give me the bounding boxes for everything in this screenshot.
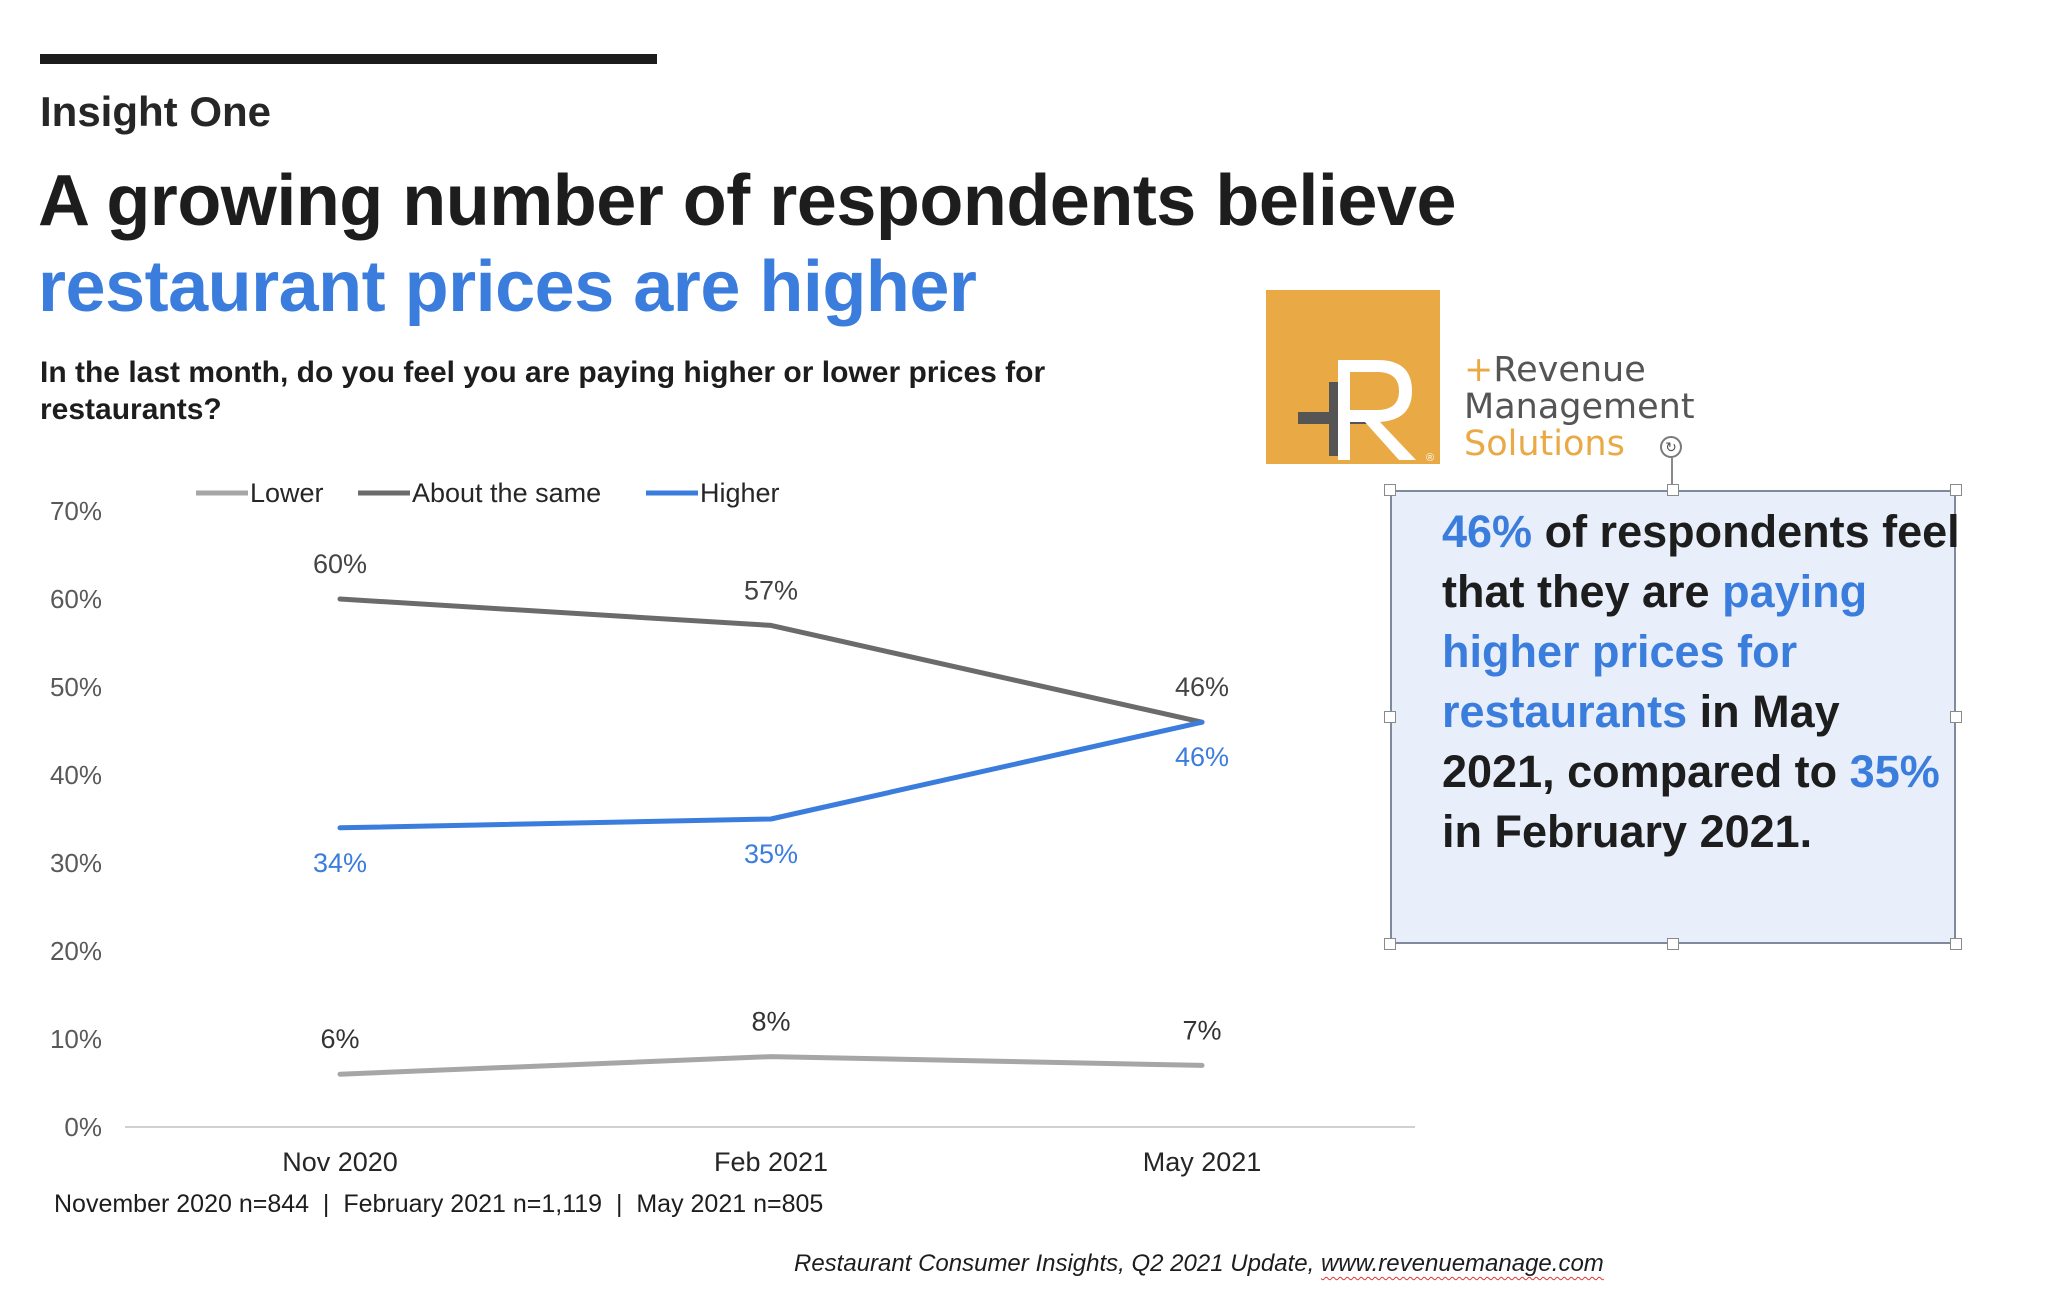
y-tick-label: 0% [64,1112,102,1142]
y-tick-label: 60% [50,584,102,614]
data-label: 46% [1175,672,1229,702]
data-label: 6% [320,1024,359,1054]
resize-handle-top-left[interactable] [1384,484,1396,496]
top-rule [40,54,657,64]
source-citation: Restaurant Consumer Insights, Q2 2021 Up… [794,1250,1604,1278]
headline-line-2: restaurant prices are higher [38,247,977,327]
legend-label: About the same [412,478,601,508]
line-chart: 0% 10% 20% 30% 40% 50% 60% 70% Nov 2020 Feb 2021 M… [50,478,1415,1177]
callout-highlight: paying higher prices for restaurants [1442,566,1868,737]
callout-text-part: in February 2021. [1442,806,1813,857]
series-line [337,596,1205,725]
y-tick-label: 50% [50,672,102,702]
rotate-icon[interactable]: ↻ [1660,436,1682,458]
rotate-stem [1671,458,1673,484]
data-label: 34% [313,848,367,878]
logo-line-1: Revenue [1493,350,1646,390]
y-tick-label: 30% [50,848,102,878]
resize-handle-right[interactable] [1950,711,1962,723]
callout-text-part: in May 2021, compared to [1442,686,1850,797]
logo-line-3: Solutions [1464,424,1625,464]
x-tick-label: Nov 2020 [282,1147,398,1177]
survey-question: In the last month, do you feel you are p… [40,356,1046,426]
resize-handle-bottom-left[interactable] [1384,938,1396,950]
resize-handle-bottom[interactable] [1667,938,1679,950]
data-label: 8% [751,1007,790,1037]
company-logo: ® +Revenue Management Solutions [1266,290,1695,466]
headline-line-1: A growing number of respondents believe [38,161,1457,241]
y-tick-label: 20% [50,936,102,966]
resize-handle-top[interactable] [1667,484,1679,496]
resize-handle-bottom-right[interactable] [1950,938,1962,950]
data-label: 60% [313,549,367,579]
legend-label: Higher [700,478,780,508]
data-label: 57% [744,575,798,605]
data-label: 35% [744,839,798,869]
headline: A growing number of respondents believe … [38,158,1457,330]
y-tick-label: 10% [50,1024,102,1054]
series-line [337,719,1205,831]
plus-r-icon: ® [1298,360,1434,464]
series-line [337,1054,1205,1077]
callout-textbox[interactable]: 46% of respondents feel that they are pa… [1390,490,1960,944]
logo-line-2: Management [1464,387,1695,427]
resize-handle-left[interactable] [1384,711,1396,723]
y-tick-label: 40% [50,760,102,790]
logo-mark: ® [1266,290,1440,464]
legend-label: Lower [250,478,324,508]
resize-handle-top-right[interactable] [1950,484,1962,496]
source-link[interactable]: www.revenuemanage.com [1320,1250,1604,1277]
source-text: Restaurant Consumer Insights, Q2 2021 Up… [794,1250,1321,1277]
x-tick-label: May 2021 [1143,1147,1262,1177]
section-kicker: Insight One [40,88,271,135]
logo-wordmark: +Revenue Management Solutions [1464,350,1695,464]
y-tick-label: 70% [50,496,102,526]
data-label: 46% [1175,742,1229,772]
callout-stat-feb: 35% [1849,746,1940,797]
sample-sizes: November 2020 n=844 | February 2021 n=1,… [54,1190,824,1218]
callout-stat-may: 46% [1442,506,1533,557]
callout-text[interactable]: 46% of respondents feel that they are pa… [1442,502,1962,862]
callout-text-part: of respondents feel that they are [1442,506,1960,617]
registered-mark: ® [1426,452,1434,464]
data-label: 7% [1182,1015,1221,1045]
x-tick-label: Feb 2021 [714,1147,828,1177]
